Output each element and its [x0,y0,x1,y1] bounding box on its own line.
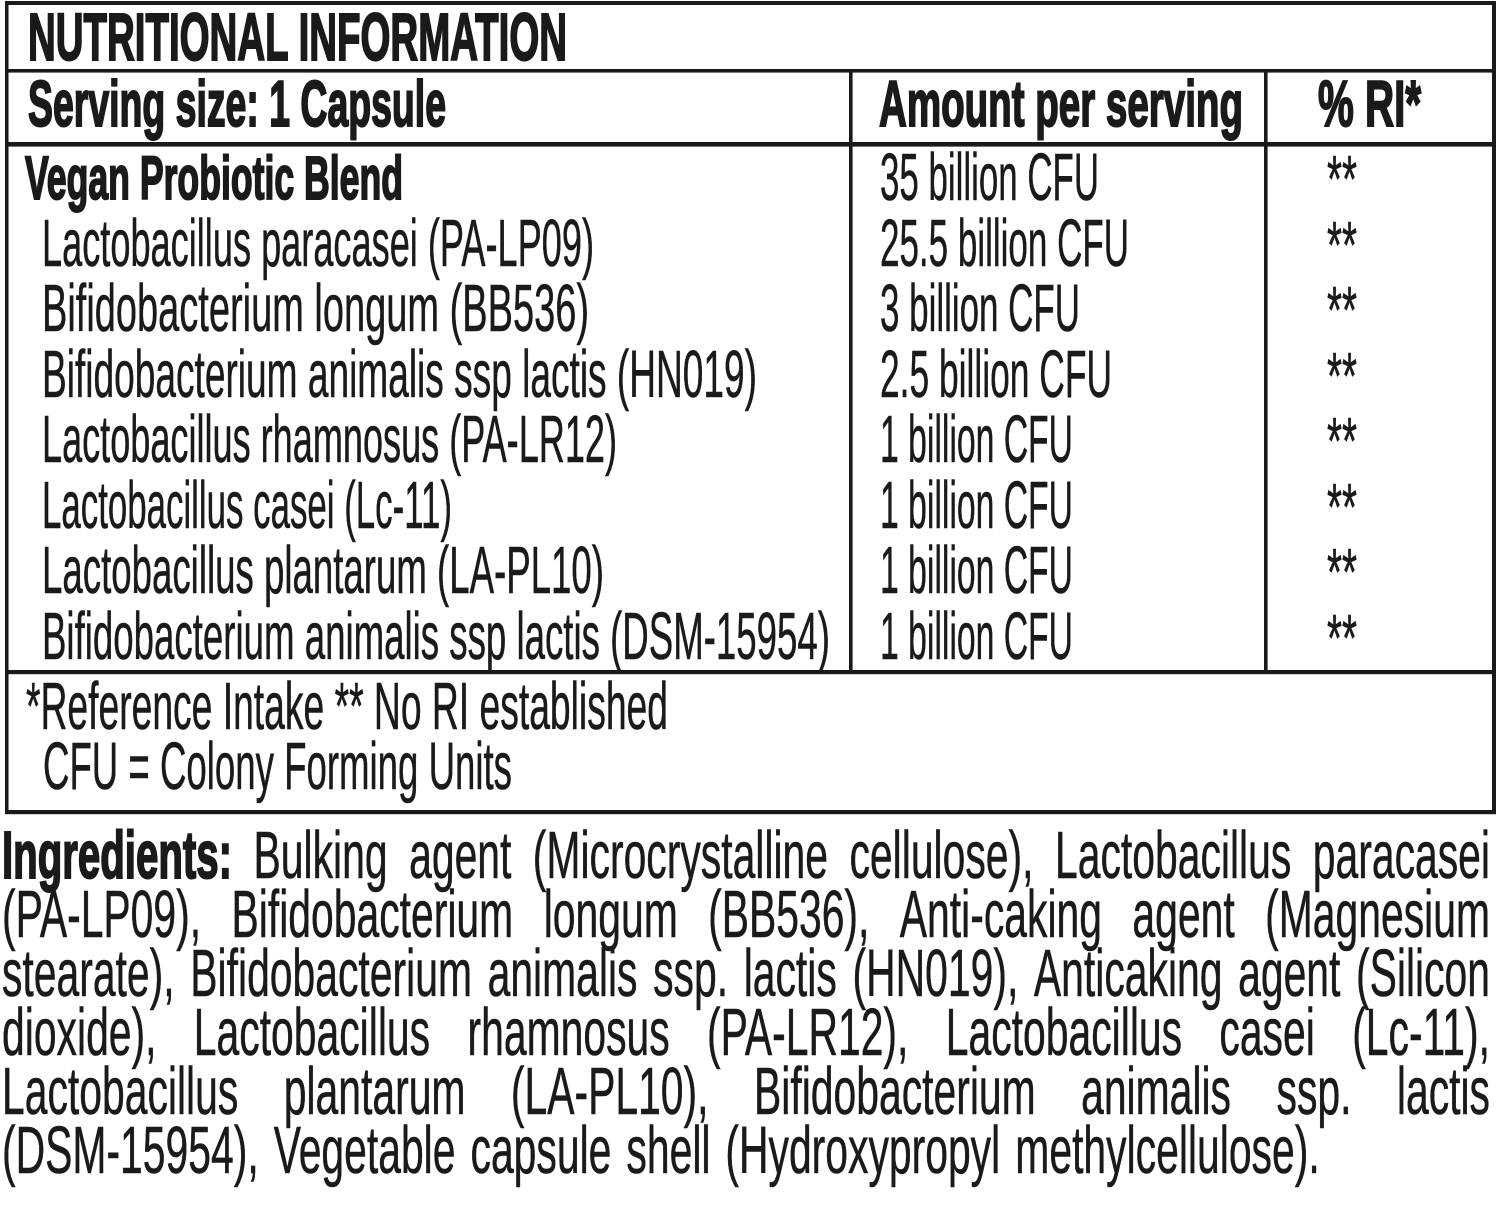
svg-text:1 billion CFU: 1 billion CFU [880,533,1073,608]
svg-text:Lactobacillus: Lactobacillus [946,995,1182,1070]
svg-text:Anticaking: Anticaking [1034,936,1223,1011]
svg-text:longum: longum [544,877,678,952]
svg-text:25.5 billion CFU: 25.5 billion CFU [880,206,1129,281]
svg-text:**: ** [1327,404,1357,479]
svg-text:lactis: lactis [744,936,837,1011]
svg-text:(LA-PL10),: (LA-PL10), [511,1054,709,1129]
svg-text:Vegetable: Vegetable [274,1113,456,1188]
svg-text:**: ** [1327,339,1357,414]
svg-text:methylcellulose).: methylcellulose). [1015,1113,1319,1188]
svg-text:2.5 billion CFU: 2.5 billion CFU [880,337,1112,412]
svg-text:Vegan Probiotic Blend: Vegan Probiotic Blend [25,144,403,212]
svg-text:Lactobacillus: Lactobacillus [2,1054,238,1129]
svg-text:animalis: animalis [488,936,638,1011]
svg-text:Bifidobacterium: Bifidobacterium [190,936,472,1011]
svg-text:**: ** [1327,208,1357,283]
svg-text:(Microcrystalline: (Microcrystalline [533,818,828,893]
svg-text:plantarum: plantarum [284,1054,466,1129]
svg-text:ssp.: ssp. [653,936,728,1011]
svg-text:(PA-LR12),: (PA-LR12), [707,995,908,1070]
svg-text:**: ** [1327,470,1357,545]
svg-text:agent: agent [1132,877,1235,952]
svg-text:(Lc-11),: (Lc-11), [1352,995,1490,1070]
svg-text:Lactobacillus plantarum (LA-PL: Lactobacillus plantarum (LA-PL10) [42,533,604,608]
svg-text:**: ** [1327,273,1357,348]
svg-text:ssp.: ssp. [1277,1054,1352,1129]
svg-text:1 billion CFU: 1 billion CFU [880,599,1073,674]
svg-text:Bifidobacterium: Bifidobacterium [754,1054,1036,1129]
svg-text:Lactobacillus casei (Lc-11): Lactobacillus casei (Lc-11) [42,468,452,543]
svg-text:**: ** [1327,142,1357,217]
svg-text:*Reference Intake ** No RI est: *Reference Intake ** No RI established [26,669,668,744]
svg-text:stearate),: stearate), [2,936,175,1011]
svg-text:Bulking: Bulking [254,818,388,893]
svg-text:**: ** [1327,601,1357,676]
svg-text:capsule: capsule [471,1113,612,1188]
svg-text:shell: shell [626,1113,710,1188]
svg-text:cellulose),: cellulose), [850,818,1034,893]
svg-text:Anti-caking: Anti-caking [900,877,1102,952]
svg-text:Bifidobacterium: Bifidobacterium [232,877,514,952]
svg-text:Lactobacillus paracasei (PA-LP: Lactobacillus paracasei (PA-LP09) [42,206,594,281]
svg-text:(Silicon: (Silicon [1356,936,1490,1011]
svg-text:(HN019),: (HN019), [853,936,1019,1011]
svg-text:animalis: animalis [1081,1054,1231,1129]
svg-text:Amount per serving: Amount per serving [879,67,1243,140]
svg-text:rhamnosus: rhamnosus [468,995,670,1070]
svg-text:NUTRITIONAL INFORMATION: NUTRITIONAL INFORMATION [28,0,567,75]
svg-text:35 billion CFU: 35 billion CFU [880,140,1099,215]
svg-text:Lactobacillus rhamnosus (PA-LR: Lactobacillus rhamnosus (PA-LR12) [42,402,617,477]
svg-text:agent: agent [409,818,512,893]
svg-text:(BB536),: (BB536), [708,877,869,952]
svg-text:1 billion CFU: 1 billion CFU [880,468,1073,543]
svg-text:CFU = Colony Forming Units: CFU = Colony Forming Units [43,729,512,804]
svg-text:Ingredients:: Ingredients: [2,818,232,893]
svg-text:(PA-LP09),: (PA-LP09), [2,877,201,952]
svg-text:dioxide),: dioxide), [2,995,157,1070]
svg-text:**: ** [1327,535,1357,610]
svg-text:3 billion CFU: 3 billion CFU [880,271,1080,346]
svg-text:Serving size: 1 Capsule: Serving size: 1 Capsule [28,67,446,140]
svg-text:agent: agent [1238,936,1341,1011]
svg-text:(Magnesium: (Magnesium [1265,877,1490,952]
svg-text:casei: casei [1219,995,1314,1070]
svg-text:lactis: lactis [1397,1054,1490,1129]
svg-text:Bifidobacterium animalis ssp l: Bifidobacterium animalis ssp lactis (DSM… [42,599,830,674]
svg-text:Lactobacillus: Lactobacillus [194,995,430,1070]
svg-text:Bifidobacterium longum (BB536): Bifidobacterium longum (BB536) [42,271,589,346]
svg-text:(DSM-15954),: (DSM-15954), [2,1113,259,1188]
svg-text:Bifidobacterium animalis ssp l: Bifidobacterium animalis ssp lactis (HN0… [42,337,757,412]
svg-text:% RI*: % RI* [1318,67,1421,140]
svg-text:(Hydroxypropyl: (Hydroxypropyl [725,1113,1000,1188]
svg-text:paracasei: paracasei [1313,818,1490,893]
svg-text:Lactobacillus: Lactobacillus [1055,818,1291,893]
svg-text:1 billion CFU: 1 billion CFU [880,402,1073,477]
